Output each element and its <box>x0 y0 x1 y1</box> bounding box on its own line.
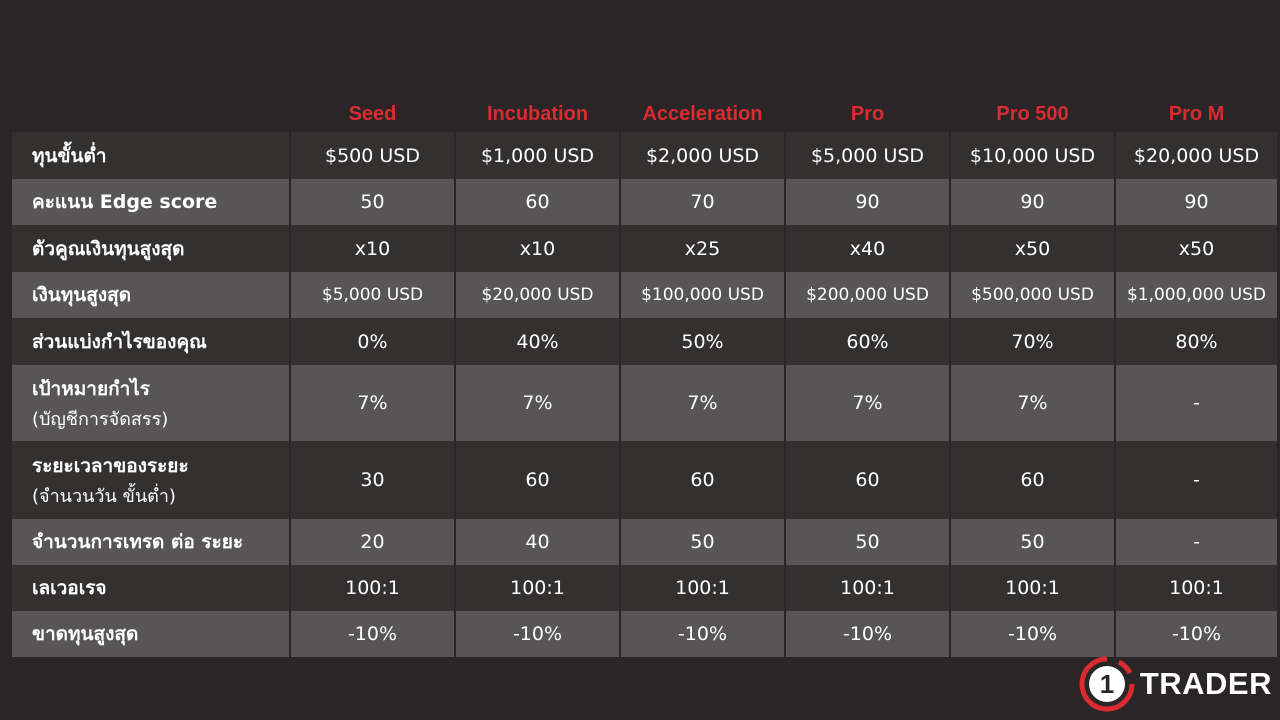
table-cell: 60 <box>621 441 784 519</box>
table-cell: 60 <box>456 441 619 519</box>
column-header: Incubation <box>486 102 589 125</box>
table-cell: 60 <box>786 441 949 519</box>
row-label: ขาดทุนสูงสุด <box>12 611 289 657</box>
table-cell: 70 <box>621 179 784 225</box>
table-cell: x50 <box>1116 225 1277 272</box>
table-cell: 100:1 <box>951 565 1114 611</box>
row-label: ตัวคูณเงินทุนสูงสุด <box>12 225 289 272</box>
table-cell: 90 <box>1116 179 1277 225</box>
column-header: Seed <box>348 102 397 125</box>
table-cell: 60 <box>951 441 1114 519</box>
table-cell: x25 <box>621 225 784 272</box>
table-cell: $1,000 USD <box>456 132 619 179</box>
table-cell: x10 <box>291 225 454 272</box>
row-label-text: ตัวคูณเงินทุนสูงสุด <box>32 237 185 260</box>
row-label: จำนวนการเทรด ต่อ ระยะ <box>12 519 289 565</box>
table-cell: 40% <box>456 318 619 365</box>
header-empty-cell <box>12 96 289 132</box>
row-label: ส่วนแบ่งกำไรของคุณ <box>12 318 289 365</box>
table-cell: x50 <box>951 225 1114 272</box>
row-label: เป้าหมายกำไร (บัญชีการจัดสรร) <box>12 365 289 441</box>
table-cell: $500,000 USD <box>951 272 1114 318</box>
table-cell: x40 <box>786 225 949 272</box>
table-cell: $200,000 USD <box>786 272 949 318</box>
table-cell: 100:1 <box>786 565 949 611</box>
table-cell: $20,000 USD <box>456 272 619 318</box>
table-cell: 100:1 <box>1116 565 1277 611</box>
column-header: Pro <box>850 102 885 125</box>
table-cell: 50% <box>621 318 784 365</box>
table-cell: 50 <box>786 519 949 565</box>
row-label-subtext: (บัญชีการจัดสรร) <box>32 408 169 430</box>
table-cell: $500 USD <box>291 132 454 179</box>
comparison-table: Seed Incubation Acceleration Pro Pro 500… <box>12 96 1277 657</box>
row-label-text: เลเวอเรจ <box>32 577 107 599</box>
table-cell: x10 <box>456 225 619 272</box>
table-cell: 50 <box>621 519 784 565</box>
row-label-text: เป้าหมายกำไร <box>32 377 151 400</box>
table-cell: -10% <box>1116 611 1277 657</box>
row-label: ทุนขั้นต่ำ <box>12 132 289 179</box>
table-cell: $10,000 USD <box>951 132 1114 179</box>
table-cell: 0% <box>291 318 454 365</box>
row-label: เลเวอเรจ <box>12 565 289 611</box>
table-cell: - <box>1116 441 1277 519</box>
table-cell: 7% <box>621 365 784 441</box>
table-cell: -10% <box>786 611 949 657</box>
table-cell: 90 <box>951 179 1114 225</box>
table-cell: 50 <box>951 519 1114 565</box>
row-label-text: ระยะเวลาของระยะ <box>32 454 189 477</box>
table-cell: 60% <box>786 318 949 365</box>
table-cell: 7% <box>786 365 949 441</box>
table-cell: -10% <box>621 611 784 657</box>
table-cell: $20,000 USD <box>1116 132 1277 179</box>
row-label-text: จำนวนการเทรด ต่อ ระยะ <box>32 531 244 553</box>
row-label-text: ส่วนแบ่งกำไรของคุณ <box>32 330 207 353</box>
table-cell: -10% <box>291 611 454 657</box>
table-cell: $5,000 USD <box>291 272 454 318</box>
table-cell: 100:1 <box>621 565 784 611</box>
table-cell: 70% <box>951 318 1114 365</box>
row-label: คะแนน Edge score <box>12 179 289 225</box>
logo-text: TRADER <box>1139 666 1272 701</box>
row-label: ระยะเวลาของระยะ (จำนวนวัน ขั้นต่ำ) <box>12 441 289 519</box>
table-cell: 60 <box>456 179 619 225</box>
table-cell: $1,000,000 USD <box>1116 272 1277 318</box>
table-cell: 80% <box>1116 318 1277 365</box>
table-cell: 7% <box>951 365 1114 441</box>
column-header: Acceleration <box>642 102 763 125</box>
row-label-subtext: (จำนวนวัน ขั้นต่ำ) <box>32 485 176 507</box>
table-cell: $2,000 USD <box>621 132 784 179</box>
table-cell: 100:1 <box>456 565 619 611</box>
table-cell: -10% <box>456 611 619 657</box>
table-cell: 100:1 <box>291 565 454 611</box>
table-cell: 20 <box>291 519 454 565</box>
table-cell: 50 <box>291 179 454 225</box>
row-label-text: ขาดทุนสูงสุด <box>32 623 139 645</box>
table-cell: - <box>1116 365 1277 441</box>
trader-logo: 1 TRADER <box>1078 656 1272 712</box>
logo-ring-icon: 1 <box>1079 656 1135 712</box>
row-label-text: ทุนขั้นต่ำ <box>32 144 107 167</box>
table-cell: 7% <box>291 365 454 441</box>
logo-number: 1 <box>1100 669 1114 699</box>
row-label-text: คะแนน Edge score <box>32 191 218 213</box>
row-label: เงินทุนสูงสุด <box>12 272 289 318</box>
table-cell: 7% <box>456 365 619 441</box>
table-cell: 30 <box>291 441 454 519</box>
table-cell: 90 <box>786 179 949 225</box>
table-cell: $100,000 USD <box>621 272 784 318</box>
column-header: Pro M <box>1168 102 1225 125</box>
table-cell: 40 <box>456 519 619 565</box>
table-cell: -10% <box>951 611 1114 657</box>
column-header: Pro 500 <box>996 102 1069 125</box>
row-label-text: เงินทุนสูงสุด <box>32 284 132 306</box>
table-cell: $5,000 USD <box>786 132 949 179</box>
table-cell: - <box>1116 519 1277 565</box>
